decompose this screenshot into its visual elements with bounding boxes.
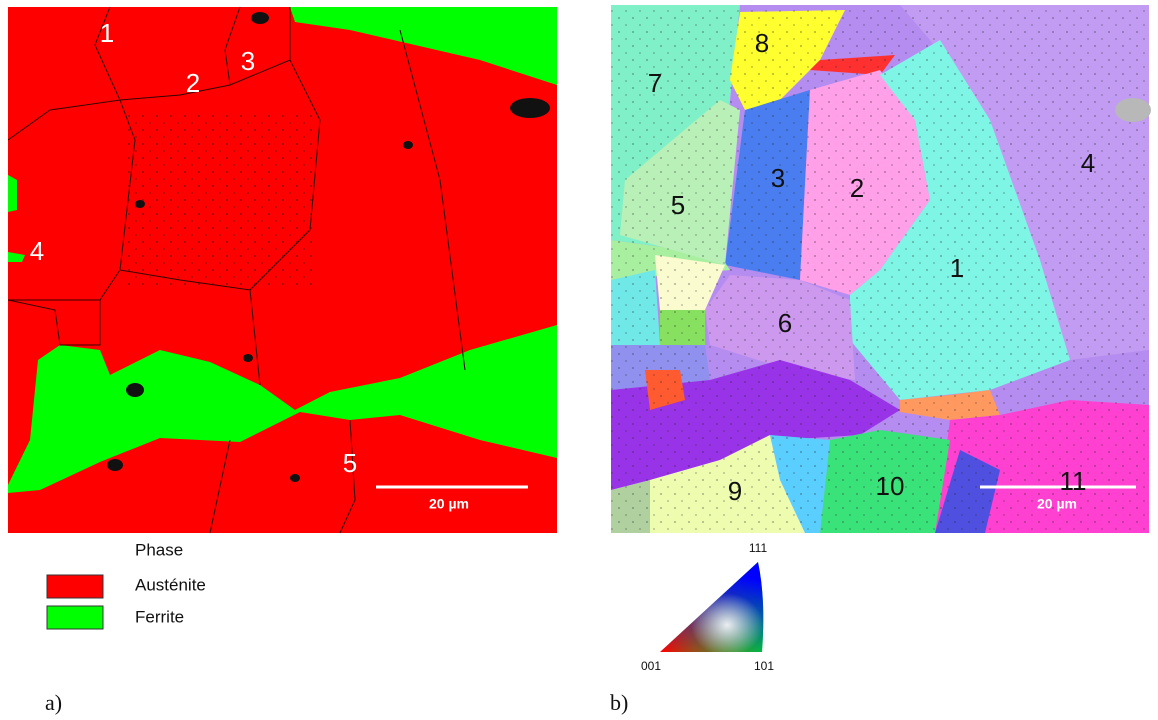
grain-label: 3	[771, 163, 785, 193]
legend-title: Phase	[135, 540, 183, 559]
panel-label: a)	[45, 690, 62, 715]
grain-label: 3	[241, 46, 255, 76]
scale-bar-label: 20 µm	[429, 496, 469, 512]
grain-label: 5	[343, 448, 357, 478]
grain-label: 9	[728, 476, 742, 506]
legend-label: Austénite	[135, 575, 206, 594]
legend-label: Ferrite	[135, 607, 184, 626]
ipf-key	[660, 562, 763, 652]
grain-label: 1	[100, 18, 114, 48]
orientation-map	[611, 5, 1151, 533]
grain-label: 4	[30, 236, 44, 266]
phase-map	[8, 7, 557, 533]
grain-label: 5	[671, 190, 685, 220]
grain-label: 2	[850, 173, 864, 203]
grain-label: 2	[186, 68, 200, 98]
legend-swatch	[47, 606, 103, 629]
figure: 1 2 3 4 5 20 µm a) Phase Austénite Ferrite 8 7 3 2 5 4 1…	[0, 0, 1158, 720]
ipf-label: 111	[749, 541, 768, 555]
grain-label: 1	[950, 253, 964, 283]
grain-label: 10	[876, 471, 905, 501]
ipf-label: 101	[754, 659, 774, 673]
grain-label: 11	[1060, 466, 1087, 496]
panel-label: b)	[610, 690, 628, 715]
phase-legend	[47, 575, 103, 629]
grain-label: 4	[1081, 148, 1095, 178]
grain-label: 8	[755, 28, 769, 58]
grain-label: 7	[648, 68, 662, 98]
legend-swatch	[47, 575, 103, 598]
ipf-label: 001	[641, 659, 661, 673]
grain-label: 6	[778, 308, 792, 338]
scale-bar-label: 20 µm	[1037, 496, 1077, 512]
